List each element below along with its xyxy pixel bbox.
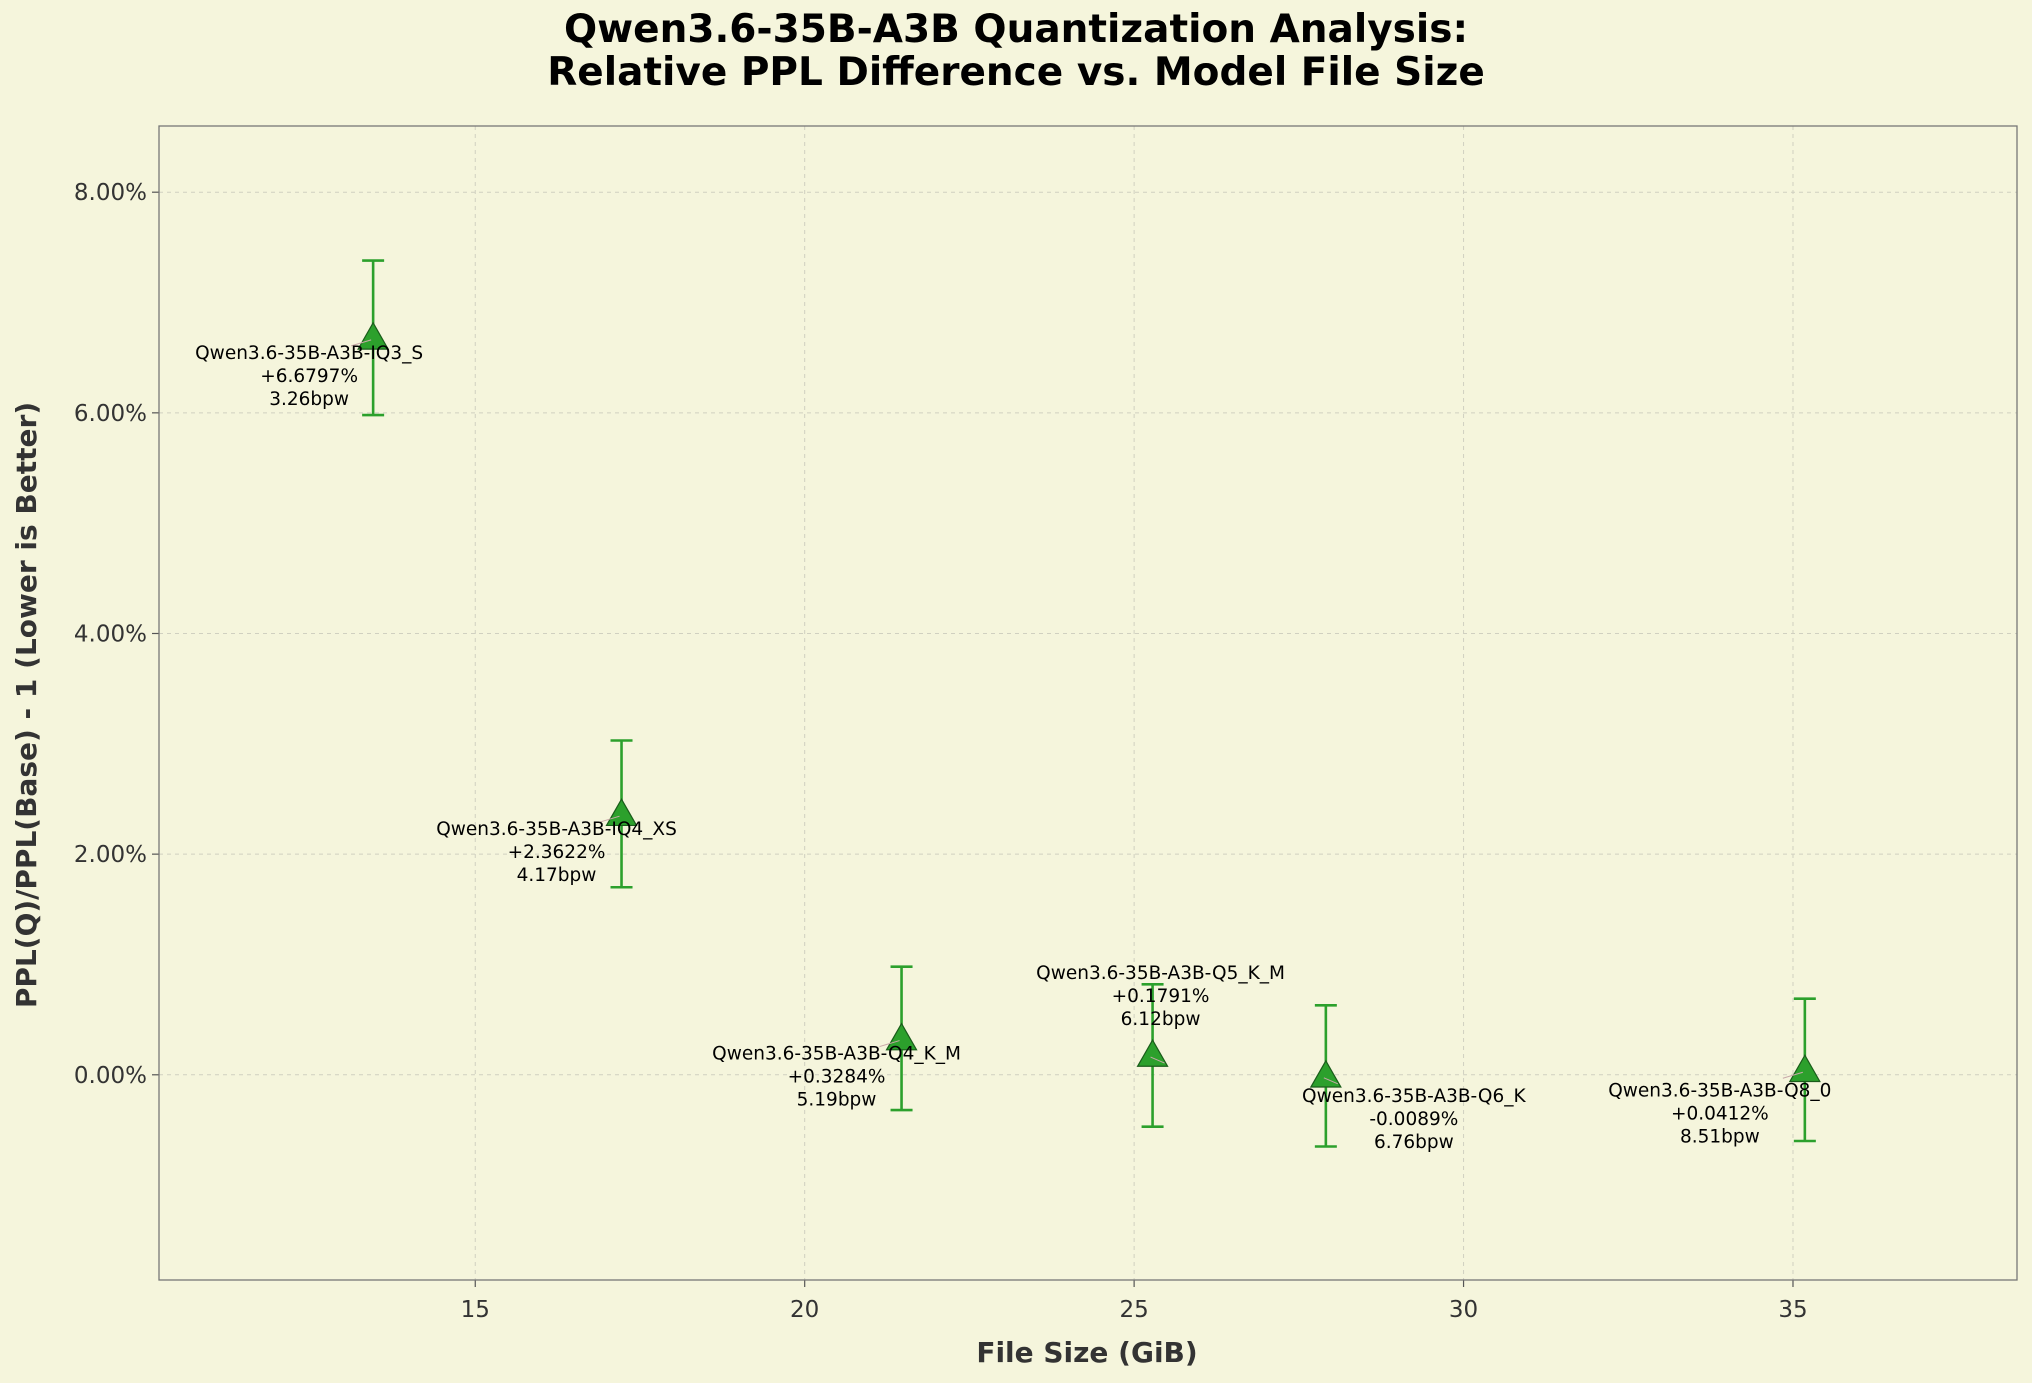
data-point-marker [357,321,390,350]
x-tick-label: 30 [1449,1297,1478,1323]
chart-title: Qwen3.6-35B-A3B Quantization Analysis: [564,7,1468,52]
point-bpw-label: 6.12bpw [1121,1009,1201,1030]
plot-frame [158,125,2018,1281]
point-name-label: Qwen3.6-35B-A3B-IQ3_S [195,343,423,364]
point-value-label: +0.1791% [1112,986,1210,1007]
x-axis-label: File Size (GiB) [976,1336,1197,1369]
point-bpw-label: 5.19bpw [797,1090,877,1111]
point-value-label: +0.3284% [788,1067,886,1088]
point-bpw-label: 4.17bpw [517,865,597,886]
plot-area: 15 20 25 30 35 0.00% 2.00% 4.00% 6.00% 8.00% Qwen3… [74,125,2018,1323]
y-tick-label: 6.00% [74,401,147,427]
data-point-marker [1309,1059,1342,1088]
point-value-label: +2.3622% [508,842,606,863]
point-value-label: -0.0089% [1369,1109,1458,1130]
point-bpw-label: 3.26bpw [269,389,349,410]
annotation-leader [1323,1077,1339,1085]
x-tick-label: 35 [1778,1297,1807,1323]
plot-background [159,126,2017,1280]
point-name-label: Qwen3.6-35B-A3B-Q8_0 [1608,1080,1831,1101]
point-bpw-label: 8.51bpw [1680,1126,1760,1147]
y-tick-label: 2.00% [74,842,147,868]
y-axis-label: PPL(Q)/PPL(Base) - 1 (Lower is Better) [10,402,43,1008]
data-point-marker [605,797,638,827]
annotation-leader [1782,1071,1803,1079]
point-name-label: Qwen3.6-35B-A3B-IQ4_XS [436,819,677,840]
annotation-leader [599,815,620,823]
point-value-label: +6.6797% [260,366,358,387]
point-name-label: Qwen3.6-35B-A3B-Q5_K_M [1036,963,1285,984]
annotation-leader [1150,1056,1165,1064]
annotation-leader [350,339,372,347]
x-tick-label: 15 [461,1297,490,1323]
point-bpw-label: 6.76bpw [1374,1132,1454,1153]
point-value-label: +0.0412% [1671,1103,1769,1124]
chart-subtitle: Relative PPL Difference vs. Model File S… [547,50,1485,95]
x-tick-label: 20 [790,1297,819,1323]
data-point-marker [885,1022,918,1051]
point-name-label: Qwen3.6-35B-A3B-Q6_K [1302,1086,1526,1107]
y-tick-label: 0.00% [74,1063,147,1089]
data-point-marker [1136,1038,1169,1067]
data-point-marker [1788,1054,1821,1083]
annotation-leader [879,1040,900,1048]
y-tick-label: 4.00% [74,621,147,647]
x-tick-label: 25 [1119,1297,1148,1323]
point-name-label: Qwen3.6-35B-A3B-Q4_K_M [712,1044,961,1065]
y-tick-label: 8.00% [74,180,147,206]
